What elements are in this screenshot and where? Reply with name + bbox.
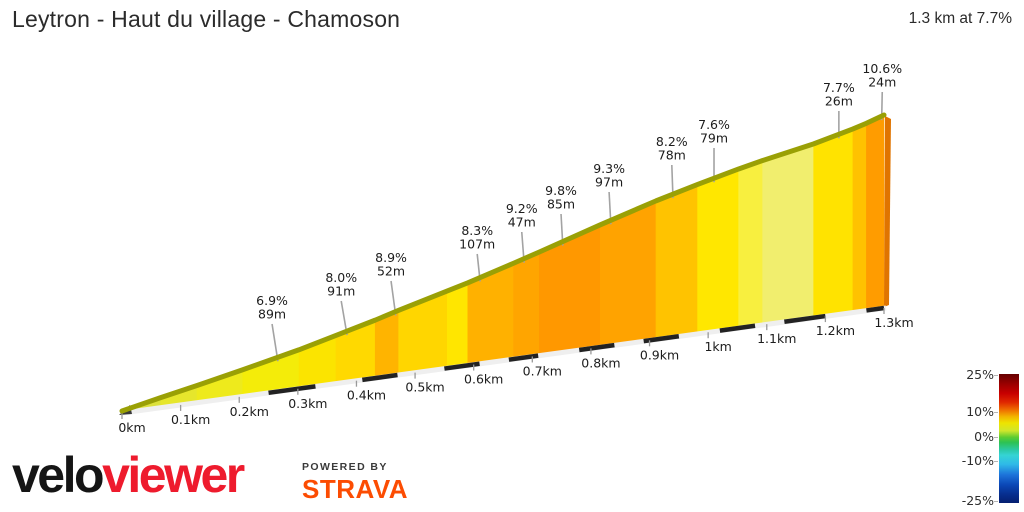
gradient-color-legend: 25% 10% 0% -10% -25% <box>930 368 1024 512</box>
legend-tick-mark <box>994 375 998 377</box>
legend-tick-label: 10% <box>966 404 994 420</box>
gradient-legend-bar <box>999 374 1019 503</box>
profile-right-face <box>884 116 891 307</box>
legend-tick-mark <box>994 500 998 502</box>
road-dash <box>784 313 826 324</box>
road-dash <box>866 305 885 313</box>
gradient-band <box>513 252 540 358</box>
gradient-band <box>697 169 739 333</box>
profile-crest-line <box>119 112 887 414</box>
road-dash <box>719 323 756 333</box>
axis-tick-label: 1.3km <box>874 315 913 330</box>
legend-tick-label: 25% <box>966 367 994 383</box>
gradient-band <box>738 161 763 327</box>
gradient-band <box>813 129 854 317</box>
gradient-label: 7.7% 26m <box>823 80 855 109</box>
gradient-label: 6.9% 89m <box>256 293 288 322</box>
axis-tick-label: 0.8km <box>581 355 620 370</box>
axis-tick-label: 0.3km <box>288 396 327 411</box>
veloviewer-logo[interactable]: veloviewer <box>12 447 245 503</box>
gradient-band <box>866 115 885 309</box>
gradient-label: 10.6% 24m <box>862 61 902 90</box>
road-dash <box>362 372 398 383</box>
gradient-label: 8.9% 52m <box>375 250 407 279</box>
legend-tick-label: -10% <box>961 452 994 468</box>
axis-tick-label: 1.1km <box>757 331 796 346</box>
road-dash <box>578 342 615 353</box>
axis-tick-label: 0km <box>118 420 145 435</box>
legend-tick-label: -25% <box>961 492 994 508</box>
legend-tick-mark <box>994 412 998 414</box>
climb-summary: 1.3 km at 7.7% <box>908 10 1012 27</box>
gradient-label: 8.0% 91m <box>325 270 357 299</box>
axis-tick-label: 0.9km <box>640 347 679 362</box>
gradient-label: 7.6% 79m <box>698 117 730 146</box>
gradient-band <box>539 225 601 354</box>
gradient-label: 9.3% 97m <box>593 161 625 190</box>
road-dash <box>268 384 316 396</box>
legend-tick-label: 0% <box>974 428 994 444</box>
axis-tick-label: 0.6km <box>464 372 503 387</box>
axis-tick-label: 1km <box>704 339 731 354</box>
gradient-band <box>447 283 469 367</box>
axis-tick-label: 0.4km <box>347 388 386 403</box>
strava-logo: STRAVA <box>302 474 409 504</box>
gradient-band <box>655 184 698 338</box>
powered-by-strava[interactable]: POWERED BY STRAVA <box>302 461 408 505</box>
gradient-label: 8.3% 107m <box>459 223 495 252</box>
gradient-label: 9.8% 85m <box>545 183 577 212</box>
gradient-band <box>852 123 867 311</box>
veloviewer-logo-viewer: viewer <box>102 447 245 503</box>
gradient-label: 9.2% 47m <box>506 201 538 230</box>
road-baseline <box>121 305 887 416</box>
axis-tick-label: 0.1km <box>171 412 210 427</box>
axis-tick-label: 1.2km <box>816 323 855 338</box>
page-title: Leytron - Haut du village - Chamoson <box>12 6 401 32</box>
axis-tick-label: 0.7km <box>523 363 562 378</box>
axis-tick-label: 0.2km <box>230 404 269 419</box>
gradient-band <box>762 144 814 324</box>
gradient-band <box>398 291 448 374</box>
road-dash <box>508 353 539 362</box>
veloviewer-logo-velo: velo <box>12 447 105 503</box>
legend-tick-mark <box>994 460 998 462</box>
gradient-label: 8.2% 78m <box>656 134 688 163</box>
axis-tick-label: 0.5km <box>405 380 444 395</box>
powered-by-label: POWERED BY <box>302 461 388 473</box>
legend-tick-mark <box>994 436 998 438</box>
